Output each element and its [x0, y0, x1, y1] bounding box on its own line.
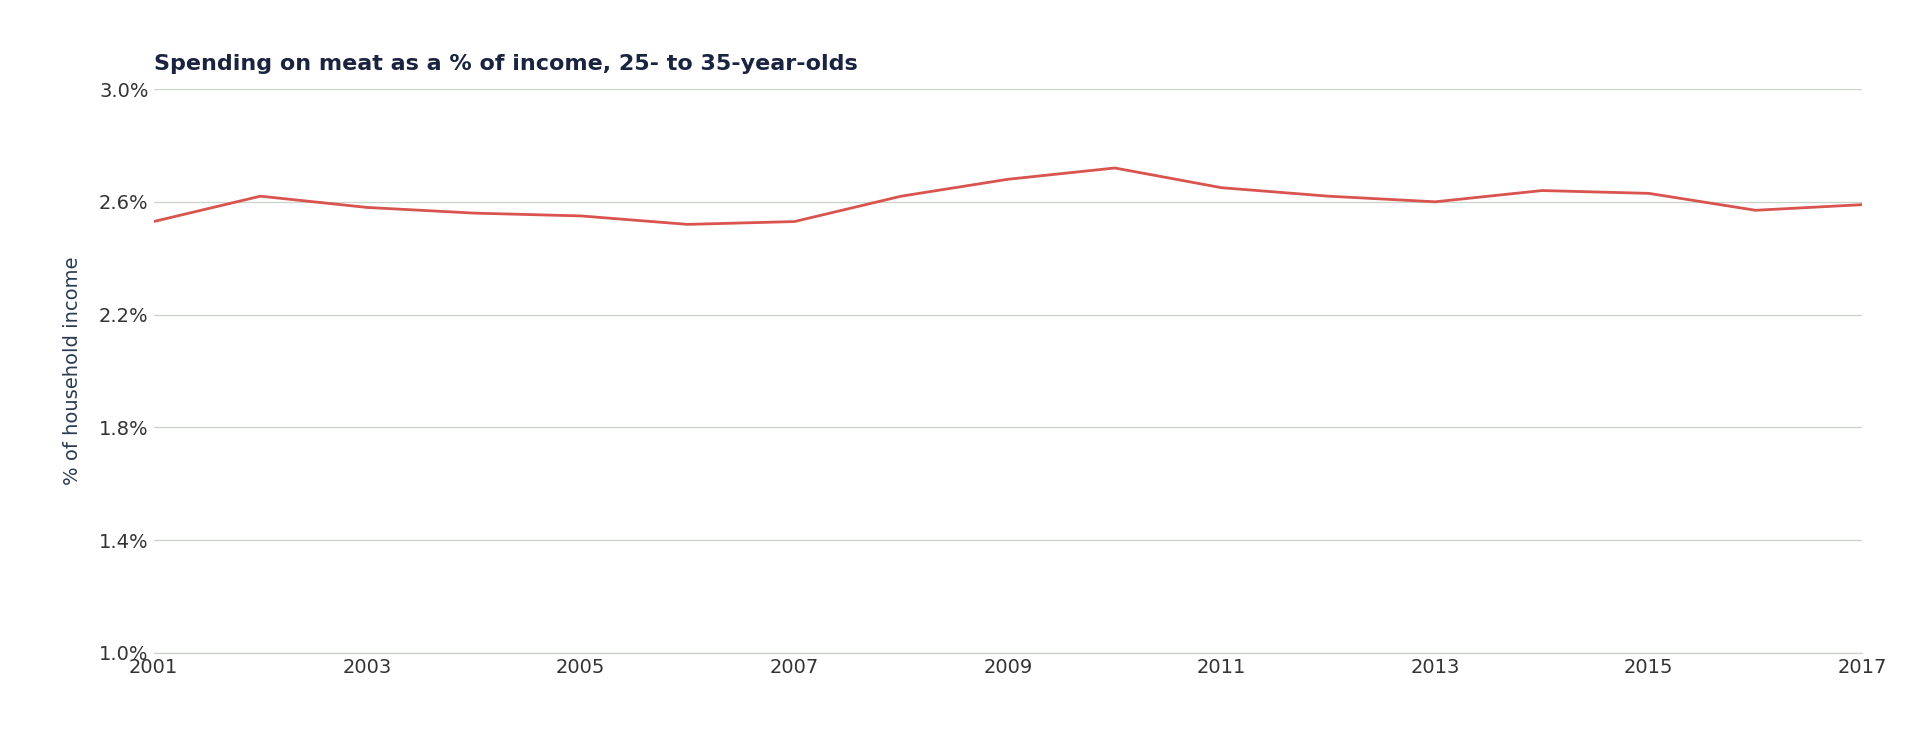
- Y-axis label: % of household income: % of household income: [63, 257, 83, 485]
- Text: Spending on meat as a % of income, 25- to 35-year-olds: Spending on meat as a % of income, 25- t…: [154, 53, 858, 73]
